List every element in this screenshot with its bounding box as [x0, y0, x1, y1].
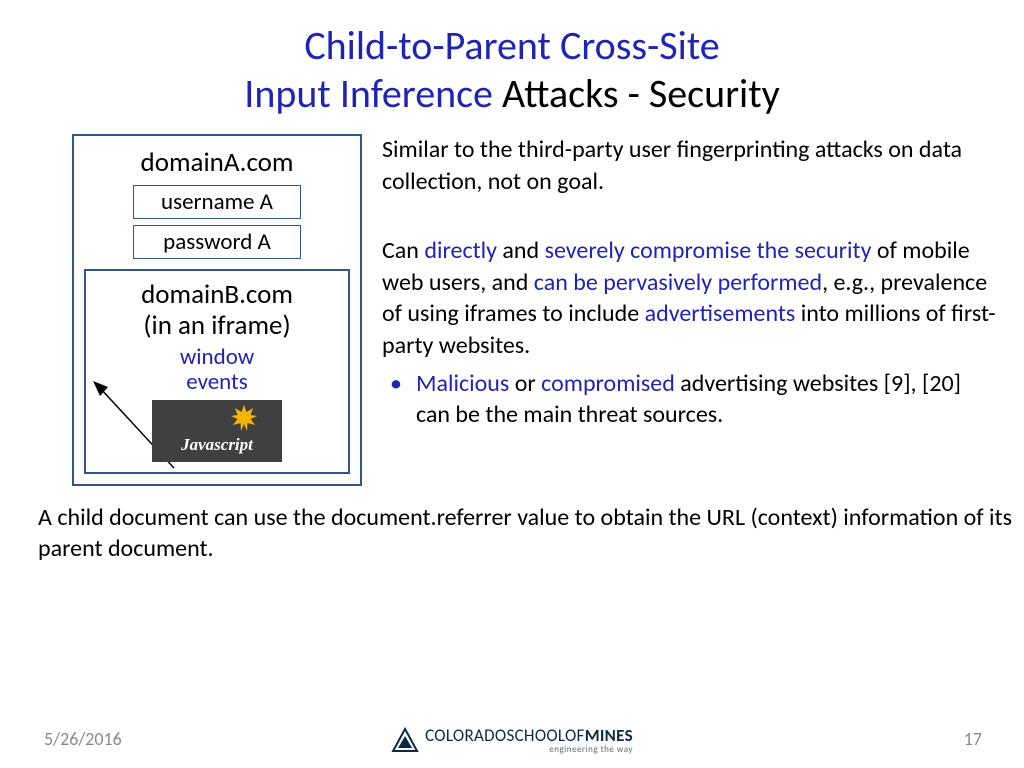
title-line2-blue: Input Inference	[244, 69, 493, 118]
slide-title: Child-to-Parent Cross-Site Input Inferen…	[0, 0, 1024, 128]
bottom-note: A child document can use the document.re…	[0, 486, 1024, 564]
footer-logo: COLORADOSCHOOLOFMINES engineering the wa…	[391, 726, 633, 754]
footer: 5/26/2016 COLORADOSCHOOLOFMINES engineer…	[0, 710, 1024, 750]
title-line2-black: Attacks - Security	[493, 69, 780, 118]
body-text: Similar to the third-party user fingerpr…	[362, 134, 996, 486]
logo-tagline: engineering the way	[425, 745, 633, 754]
username-field: username A	[133, 185, 301, 219]
javascript-badge: Javascript	[152, 400, 282, 462]
window-events-label: window events	[94, 345, 340, 396]
bullet-icon: •	[382, 368, 416, 399]
javascript-text: Javascript	[152, 435, 282, 455]
footer-date: 5/26/2016	[44, 728, 122, 750]
content-row: domainA.com username A password A domain…	[0, 128, 1024, 486]
diagram-panel: domainA.com username A password A domain…	[72, 134, 362, 486]
bullet-item: • Malicious or compromised advertising w…	[382, 368, 996, 431]
password-field: password A	[133, 225, 301, 259]
domain-a-label: domainA.com	[84, 146, 350, 179]
paragraph-2: Can directly and severely compromise the…	[382, 235, 996, 362]
paragraph-1: Similar to the third-party user fingerpr…	[382, 134, 996, 197]
page-number: 17	[964, 728, 982, 750]
logo-triangle-icon	[391, 726, 419, 754]
domain-b-label: domainB.com (in an iframe)	[94, 279, 340, 341]
domain-b-box: domainB.com (in an iframe) window events…	[84, 269, 350, 474]
domain-a-box: domainA.com username A password A domain…	[72, 134, 362, 486]
title-line1: Child-to-Parent Cross-Site	[304, 21, 719, 70]
logo-wordmark: COLORADOSCHOOLOFMINES	[425, 727, 633, 744]
bullet-text: Malicious or compromised advertising web…	[416, 368, 996, 431]
starburst-icon	[231, 405, 257, 431]
logo-text: COLORADOSCHOOLOFMINES engineering the wa…	[425, 727, 633, 754]
